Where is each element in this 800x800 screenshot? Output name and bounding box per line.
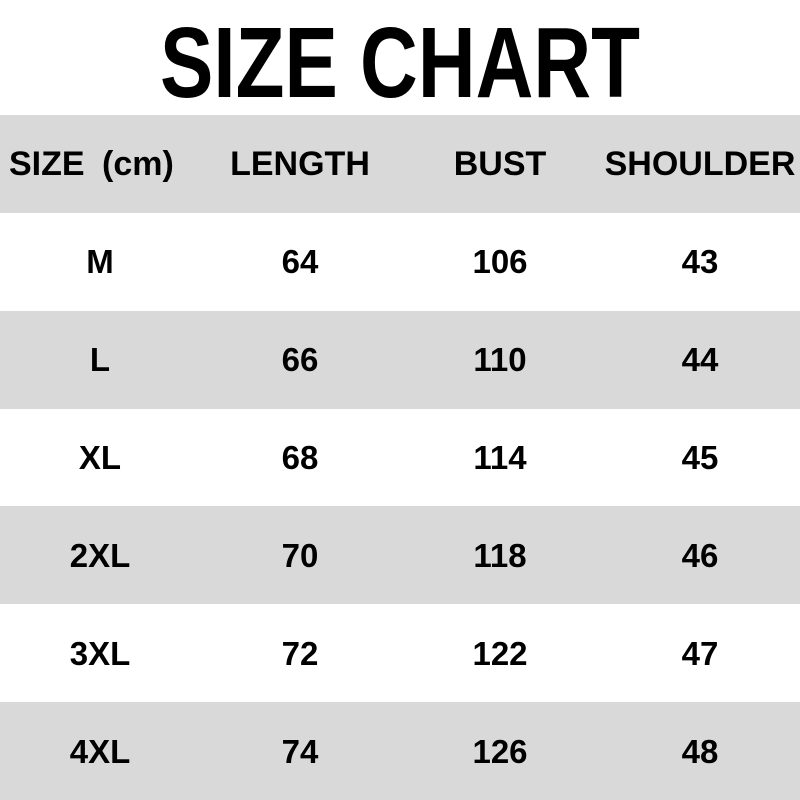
page-title: SIZE CHART — [160, 6, 640, 119]
size-label: 2XL — [69, 536, 131, 574]
column-header-size: SIZE (cm) — [9, 144, 174, 183]
length-value: 66 — [281, 341, 319, 379]
shoulder-value: 46 — [681, 536, 719, 574]
size-label: L — [89, 341, 111, 379]
shoulder-value: 47 — [681, 634, 719, 672]
bust-value: 114 — [473, 438, 527, 476]
table-row-m: M 64 106 43 — [0, 213, 800, 311]
length-value: 68 — [281, 438, 319, 476]
shoulder-value: 43 — [681, 243, 719, 281]
size-table: SIZE (cm) LENGTH BUST SHOULDER M 64 106 … — [0, 115, 800, 800]
table-row-xl: XL 68 114 45 — [0, 409, 800, 507]
length-value: 64 — [281, 243, 319, 281]
length-value: 74 — [281, 732, 319, 770]
table-row-2xl: 2XL 70 118 46 — [0, 506, 800, 605]
bust-value: 110 — [473, 341, 527, 379]
bust-value: 118 — [473, 536, 527, 574]
size-label: 3XL — [69, 634, 131, 672]
column-header-bust: BUST — [453, 144, 547, 183]
column-header-length: LENGTH — [230, 144, 370, 183]
table-row-3xl: 3XL 72 122 47 — [0, 604, 800, 702]
shoulder-value: 45 — [681, 438, 719, 476]
table-row-4xl: 4XL 74 126 48 — [0, 702, 800, 800]
length-value: 70 — [281, 536, 319, 574]
table-row-l: L 66 110 44 — [0, 310, 800, 409]
shoulder-value: 48 — [681, 732, 719, 770]
bust-value: 126 — [472, 732, 528, 770]
size-label: XL — [78, 438, 122, 476]
table-header-row: SIZE (cm) LENGTH BUST SHOULDER — [0, 115, 800, 213]
title-area: SIZE CHART — [0, 0, 800, 115]
shoulder-value: 44 — [681, 341, 719, 379]
bust-value: 106 — [472, 243, 528, 281]
size-label: M — [86, 243, 114, 281]
bust-value: 122 — [472, 634, 528, 672]
size-label: 4XL — [69, 732, 131, 770]
column-header-shoulder: SHOULDER — [604, 144, 796, 183]
length-value: 72 — [281, 634, 319, 672]
